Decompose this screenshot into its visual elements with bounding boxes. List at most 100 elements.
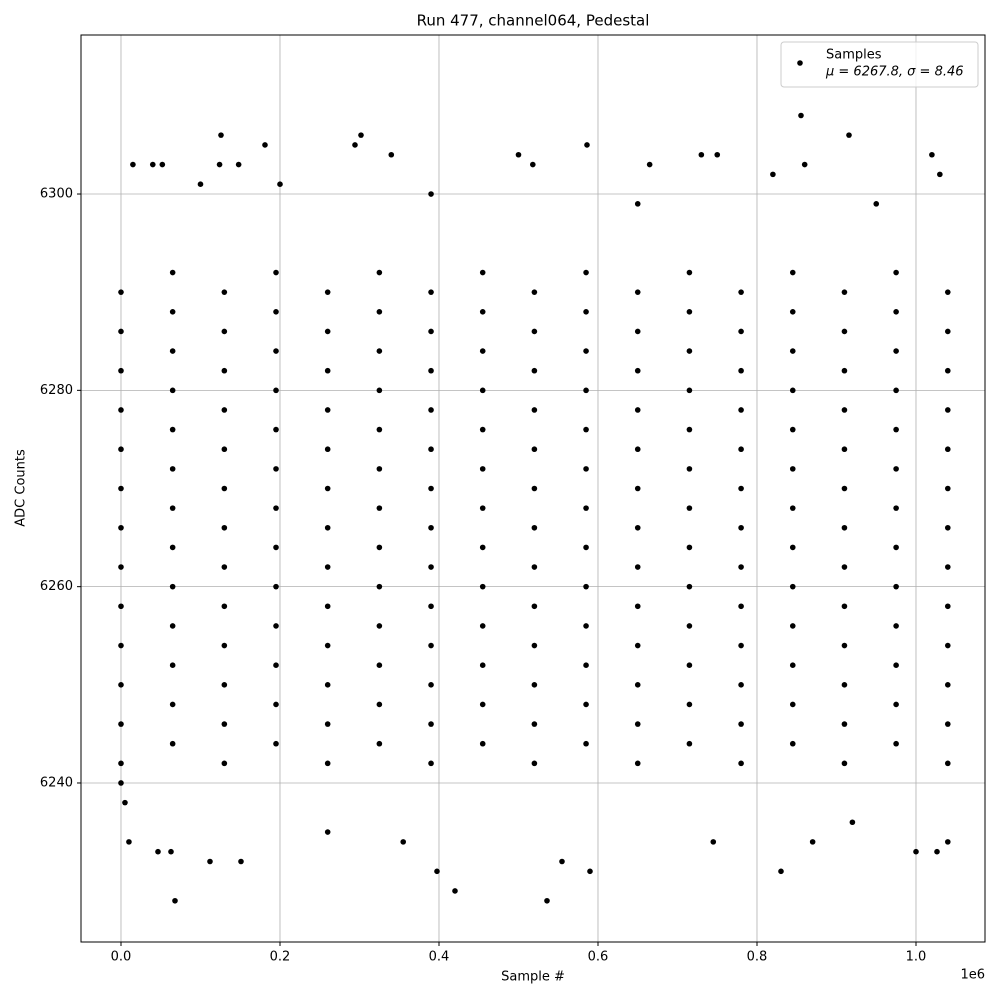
point: [583, 466, 589, 472]
point: [273, 544, 279, 551]
point: [686, 544, 693, 551]
point: [376, 505, 383, 511]
point: [221, 564, 228, 570]
point: [634, 446, 641, 453]
point: [583, 662, 589, 668]
point: [324, 682, 331, 688]
point: [531, 760, 538, 767]
point: [221, 760, 228, 767]
point: [376, 623, 383, 629]
point: [169, 269, 176, 276]
legend-note: μ = 6267.8, σ = 8.46: [825, 65, 964, 80]
point: [324, 642, 331, 649]
point: [583, 348, 589, 354]
point: [789, 466, 796, 472]
point: [428, 289, 434, 295]
point: [238, 858, 244, 865]
point: [216, 161, 223, 168]
point: [913, 848, 919, 855]
point: [934, 848, 940, 855]
point: [400, 839, 407, 845]
point: [531, 289, 538, 295]
point: [273, 583, 279, 590]
point: [169, 348, 176, 354]
point: [118, 289, 124, 295]
point: [841, 289, 848, 295]
point: [169, 623, 176, 629]
point: [169, 426, 176, 433]
point: [531, 407, 538, 413]
point: [893, 662, 899, 668]
x-tick-label: 1.0: [906, 950, 927, 965]
point: [738, 367, 744, 374]
point: [273, 387, 279, 394]
point: [118, 407, 124, 413]
point: [273, 701, 279, 708]
point: [531, 721, 538, 727]
x-tick-label: 0.4: [429, 950, 450, 965]
point: [789, 426, 796, 433]
legend-box: [780, 41, 979, 88]
point: [352, 142, 358, 148]
point: [376, 387, 383, 394]
point: [118, 564, 124, 570]
point: [221, 603, 228, 610]
point: [221, 642, 228, 649]
point: [428, 407, 434, 413]
point: [841, 682, 848, 688]
point: [324, 407, 331, 413]
point: [929, 151, 935, 158]
point: [789, 309, 796, 315]
point: [118, 485, 124, 492]
point: [583, 740, 589, 747]
point: [944, 328, 951, 335]
point: [324, 721, 331, 727]
point: [172, 897, 178, 904]
point: [944, 446, 951, 453]
point: [789, 544, 796, 551]
point: [634, 603, 641, 610]
point: [710, 839, 717, 845]
point: [634, 760, 641, 767]
point: [169, 740, 176, 747]
point: [893, 701, 899, 708]
point: [118, 524, 124, 531]
point: [686, 662, 693, 668]
point: [944, 839, 951, 845]
point: [324, 760, 331, 767]
point: [686, 623, 693, 629]
point: [738, 289, 744, 295]
point: [273, 466, 279, 472]
point: [428, 603, 434, 610]
point: [479, 740, 486, 747]
point: [197, 181, 204, 188]
point: [841, 564, 848, 570]
point: [221, 289, 228, 295]
point: [634, 524, 641, 531]
point: [531, 524, 538, 531]
point: [169, 505, 176, 511]
point: [944, 603, 951, 610]
point: [583, 623, 589, 629]
point: [789, 740, 796, 747]
point: [118, 603, 124, 610]
point: [358, 132, 364, 138]
point: [893, 740, 899, 747]
point: [479, 623, 486, 629]
point: [944, 524, 951, 531]
chart-title: Run 477, channel064, Pedestal: [417, 12, 650, 30]
legend-label: Samples: [826, 48, 882, 63]
point: [789, 269, 796, 276]
point: [634, 642, 641, 649]
point: [841, 407, 848, 413]
point: [428, 446, 434, 453]
point: [583, 583, 589, 590]
point: [738, 524, 744, 531]
point: [126, 839, 132, 845]
x-axis-label: Sample #: [501, 970, 565, 985]
point: [583, 269, 589, 276]
y-tick-label: 6260: [40, 579, 73, 594]
point: [634, 682, 641, 688]
axes: 0.0 0.2 0.4 0.6 0.8 1.0 6240 6260 6280 6300: [40, 187, 926, 965]
point: [479, 544, 486, 551]
